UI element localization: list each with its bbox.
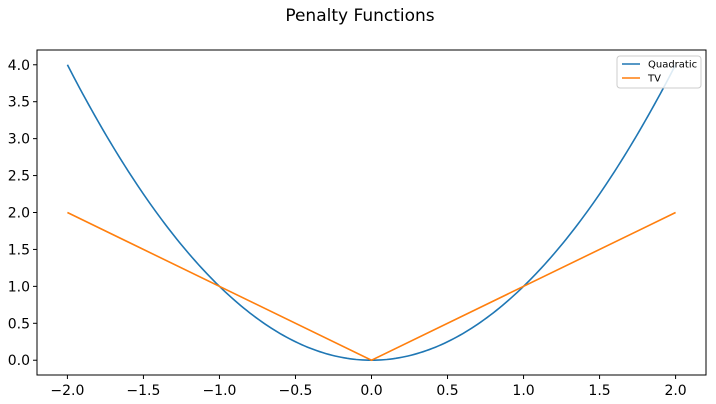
x-tick-label: 1.5 [588,383,610,399]
axes-frame [36,49,707,376]
y-tick-label: 2.5 [8,169,30,185]
x-tick-label: −2.0 [50,383,84,399]
plot-area: −2.0 −1.5 −1.0 −0.5 0.0 0.5 1.0 1.5 2.0 0.0 0.5 1.0… [8,49,707,399]
y-tick-label: 2.0 [8,206,30,222]
y-tick-label: 3.5 [8,95,30,111]
legend: Quadratic TV [616,55,702,89]
x-tick-label: −1.0 [202,383,236,399]
x-tick-label: −0.5 [278,383,312,399]
x-tick-label: 0.0 [360,383,382,399]
legend-label-quadratic: Quadratic [648,60,697,71]
y-tick-label: 0.5 [8,316,30,332]
legend-label-tv: TV [647,74,661,85]
x-tick-label: 2.0 [664,383,686,399]
y-tick-label: 4.0 [8,58,30,74]
series-line-tv [67,211,676,362]
y-tick-label: 1.0 [8,279,30,295]
y-tick-label: 0.0 [8,353,30,369]
x-tick-label: 0.5 [436,383,458,399]
series-line-quadratic [66,64,677,362]
x-tick-label: −1.5 [126,383,160,399]
x-tick-label: 1.0 [512,383,534,399]
y-tick-label: 1.5 [8,242,30,258]
chart-title: Penalty Functions [285,6,434,26]
y-tick-label: 3.0 [8,132,30,148]
